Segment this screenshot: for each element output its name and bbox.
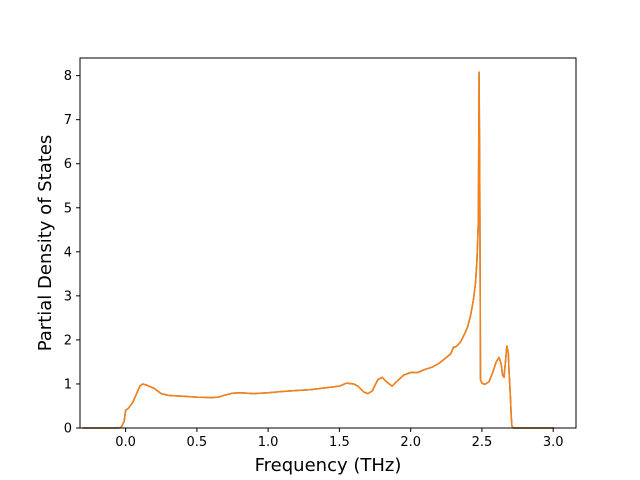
x-tick-label: 0.0 [115,435,136,450]
y-tick-label: 0 [64,422,72,437]
y-tick-label: 5 [64,201,72,216]
x-tick-label: 3.0 [543,435,564,450]
y-tick-label: 4 [64,245,72,260]
axes-frame [79,57,577,429]
y-tick-label: 6 [64,157,72,172]
plot-area [80,58,576,428]
y-tick-label: 2 [64,333,72,348]
ticks-layer: 0.0 0.5 1.0 1.5 2.0 2.5 3.0 0 1 2 3 4 5 6 7 8 [64,69,564,450]
y-tick-label: 7 [64,113,72,128]
y-tick-label: 3 [64,289,72,304]
x-tick-label: 0.5 [187,435,208,450]
x-tick-label: 2.5 [472,435,493,450]
x-tick-label: 1.0 [258,435,279,450]
axes-background [80,58,576,428]
series-line-1 [82,71,554,429]
x-tick-label: 1.5 [329,435,350,450]
y-tick-label: 1 [64,377,72,392]
x-tick-label: 2.0 [400,435,421,450]
x-axis-label: Frequency (THz) [255,455,402,476]
series-layer [82,71,554,429]
y-tick-label: 8 [64,69,72,84]
y-axis-label: Partial Density of States [35,135,56,352]
